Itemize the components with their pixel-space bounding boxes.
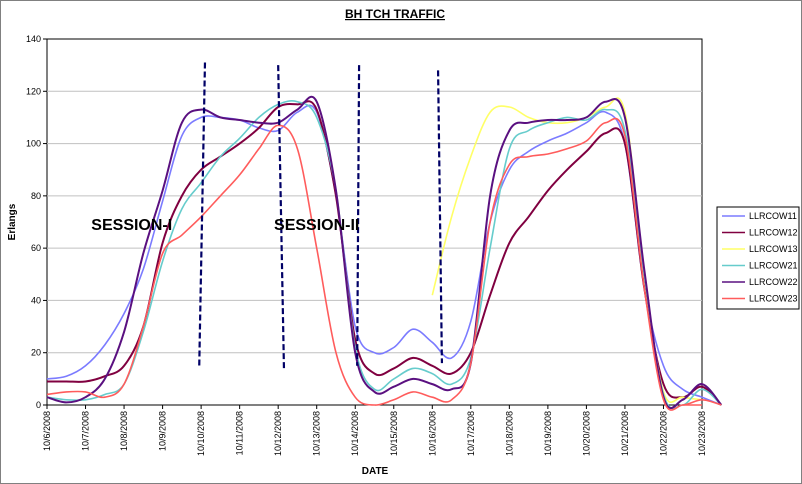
x-tick-label: 10/22/2008 (658, 411, 668, 456)
y-tick-label: 140 (26, 34, 41, 44)
legend-label: LLRCOW21 (749, 261, 798, 271)
session-label-2: SESSION-II (274, 217, 359, 234)
series-line-llrcow21 (46, 100, 722, 410)
y-axis-label: Erlangs (7, 203, 18, 240)
x-tick-label: 10/10/2008 (196, 411, 206, 456)
x-tick-label: 10/15/2008 (389, 411, 399, 456)
x-axis-label: DATE (362, 466, 389, 477)
x-tick-label: 10/23/2008 (697, 411, 707, 456)
legend-label: LLRCOW23 (749, 294, 798, 304)
x-tick-label: 10/11/2008 (235, 411, 245, 455)
x-tick-label: 10/18/2008 (504, 411, 514, 456)
series-line-llrcow22 (46, 95, 723, 410)
x-tick-label: 10/9/2008 (158, 411, 168, 451)
legend: LLRCOW11 LLRCOW12 LLRCOW13 LLRCOW21 LLRCOW22… (716, 206, 800, 310)
y-tick-label: 100 (26, 139, 41, 149)
x-tick-label: 10/14/2008 (350, 411, 360, 456)
y-tick-label: 80 (31, 191, 41, 201)
legend-label: LLRCOW22 (749, 277, 798, 287)
x-tick-label: 10/12/2008 (273, 411, 283, 456)
y-tick-label: 0 (36, 400, 41, 410)
chart-title: BH TCH TRAFFIC (345, 7, 445, 21)
series-line-llrcow11 (46, 104, 722, 406)
x-tick-label: 10/13/2008 (312, 411, 322, 456)
session-divider-4 (436, 70, 444, 364)
x-tick-label: 10/21/2008 (620, 411, 630, 456)
y-tick-label: 40 (31, 295, 41, 305)
series-line-llrcow12 (47, 100, 723, 406)
x-tick-label: 10/6/2008 (42, 411, 52, 451)
session-label-1: SESSION-I (91, 217, 172, 234)
x-tick-label: 10/17/2008 (466, 411, 476, 456)
session-divider-2 (277, 65, 286, 369)
legend-label: LLRCOW13 (749, 244, 798, 254)
x-tick-label: 10/8/2008 (119, 411, 129, 451)
session-divider-3 (356, 65, 361, 366)
session-divider-1 (198, 62, 207, 369)
y-tick-label: 20 (31, 348, 41, 358)
legend-label: LLRCOW12 (749, 228, 798, 238)
y-tick-label: 60 (31, 243, 41, 253)
x-tick-label: 10/7/2008 (81, 411, 91, 451)
legend-label: LLRCOW11 (749, 211, 797, 221)
x-tick-label: 10/20/2008 (581, 411, 591, 456)
legend-box (716, 206, 800, 310)
series-line-llrcow23 (46, 117, 722, 411)
x-tick-label: 10/19/2008 (543, 411, 553, 456)
y-tick-label: 120 (26, 86, 41, 96)
x-tick-label: 10/16/2008 (427, 411, 437, 456)
